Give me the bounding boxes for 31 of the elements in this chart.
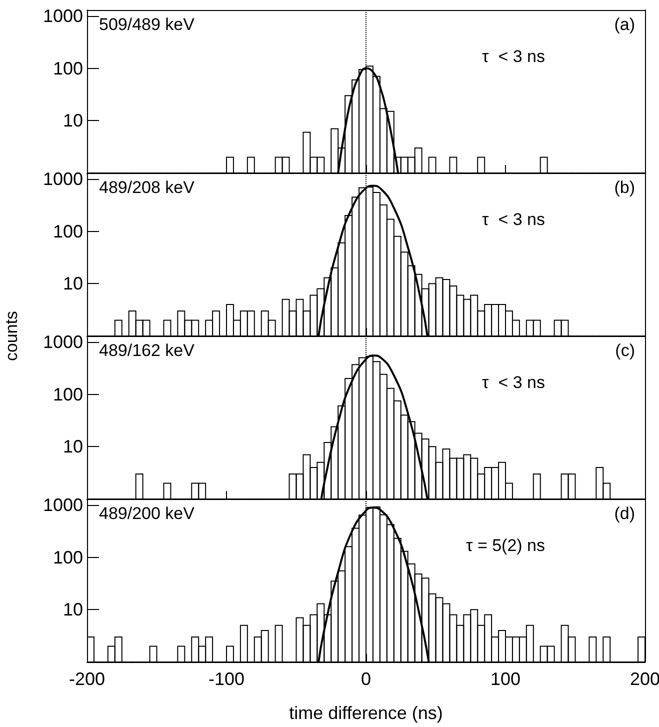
y-tick-label: 100 xyxy=(52,547,83,568)
y-tick-label: 10 xyxy=(62,110,83,131)
x-axis-title: time difference (ns) xyxy=(289,703,443,723)
annotation: (c) xyxy=(615,341,636,360)
annotation: τ < 3 ns xyxy=(482,210,546,229)
y-tick-label: 1000 xyxy=(42,332,83,352)
annotation: 489/208 keV xyxy=(99,178,196,197)
y-tick-label: 1000 xyxy=(42,168,83,189)
annotation: 489/200 keV xyxy=(99,504,196,523)
x-tick-label: -200 xyxy=(68,669,106,689)
annotation: τ < 3 ns xyxy=(482,373,546,392)
y-tick-label: 100 xyxy=(52,221,83,242)
y-tick-label: 100 xyxy=(52,58,83,78)
y-tick-label: 10 xyxy=(62,600,83,620)
annotation: 509/489 keV xyxy=(99,15,196,34)
annotation: (d) xyxy=(614,504,636,523)
y-axis-title: counts xyxy=(2,310,22,362)
y-tick-label: 10 xyxy=(62,436,83,457)
y-tick-label: 100 xyxy=(52,384,83,404)
x-tick-label: 200 xyxy=(630,669,659,689)
y-tick-label: 1000 xyxy=(42,6,83,26)
annotation: 489/162 keV xyxy=(99,341,196,360)
annotation: (a) xyxy=(614,15,636,34)
annotation: (b) xyxy=(614,178,636,197)
y-tick-label: 10 xyxy=(62,274,83,294)
annotation: τ < 3 ns xyxy=(482,47,546,66)
y-tick-label: 1000 xyxy=(42,494,83,515)
x-tick-label: 100 xyxy=(490,669,521,689)
x-tick-label: 0 xyxy=(360,669,372,689)
x-tick-label: -100 xyxy=(208,669,245,689)
annotation: τ = 5(2) ns xyxy=(466,536,545,555)
